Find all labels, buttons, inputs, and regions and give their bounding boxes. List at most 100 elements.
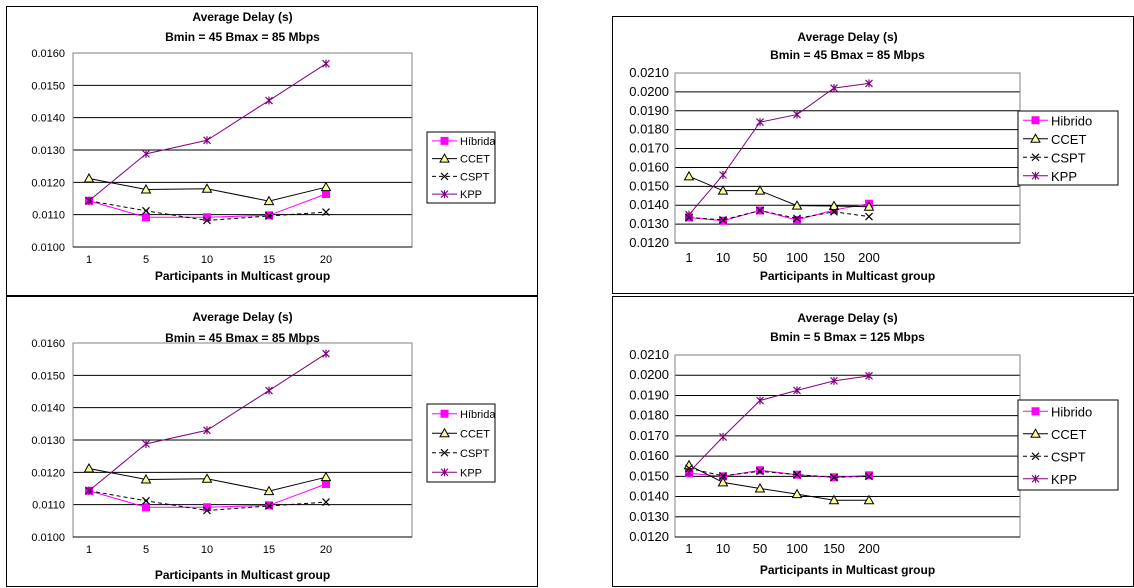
y-tick-label: 0.0110 — [32, 500, 65, 512]
triangle-marker — [263, 485, 275, 496]
series-ccet — [83, 172, 332, 206]
x-marker — [1031, 153, 1040, 162]
series-kpp — [685, 79, 873, 219]
y-tick-label: 0.0150 — [31, 80, 65, 92]
triangle-marker — [791, 200, 803, 210]
triangle-marker — [83, 462, 95, 473]
legend-label: Híbrida — [460, 409, 496, 421]
y-tick-label: 0.0180 — [629, 408, 669, 423]
x-axis-label: Participants in Multicast group — [155, 269, 330, 283]
legend-label: CCET — [1051, 132, 1086, 147]
triangle-marker — [717, 185, 729, 195]
series-kpp — [685, 371, 873, 477]
chart-title: Average Delay (s) — [192, 310, 292, 324]
asterisk-marker — [685, 468, 693, 477]
line-chart: Average Delay (s) Bmin = 45 Bmax = 85 Mbp… — [31, 10, 496, 283]
triangle-marker — [320, 181, 332, 192]
triangle-marker — [140, 473, 152, 484]
y-tick-label: 0.0120 — [629, 235, 669, 250]
y-tick-label: 0.0190 — [629, 103, 669, 118]
asterisk-marker — [756, 118, 764, 127]
legend-box — [426, 131, 496, 204]
y-tick-label: 0.0140 — [31, 403, 65, 415]
x-marker — [142, 206, 150, 215]
triangle-marker — [439, 427, 450, 438]
x-tick-label: 150 — [823, 541, 845, 556]
triangle-marker — [320, 471, 332, 482]
square-marker — [1031, 116, 1040, 125]
chart-subtitle: Bmin = 5 Bmax = 125 Mbps — [770, 330, 925, 344]
asterisk-marker — [865, 79, 873, 88]
x-tick-label: 100 — [786, 541, 808, 556]
line-chart: Average Delay (s) Bmin = 5 Bmax = 125 Mbp… — [629, 311, 1119, 577]
y-tick-label: 0.0120 — [31, 177, 65, 189]
x-marker — [322, 208, 330, 217]
y-tick-label: 0.0100 — [31, 532, 65, 544]
x-tick-label: 200 — [858, 250, 880, 265]
square-marker — [322, 189, 330, 198]
x-marker — [756, 206, 764, 215]
legend-label: KPP — [460, 189, 482, 201]
x-tick-label: 15 — [263, 254, 275, 266]
y-tick-label: 0.0210 — [629, 65, 669, 80]
x-marker — [719, 216, 727, 224]
series-cspt — [685, 464, 873, 482]
y-tick-label: 0.0190 — [629, 387, 669, 402]
x-marker — [203, 216, 211, 225]
chart-panel-top-right: Average Delay (s) Bmin = 45 Bmax = 85 Mbp… — [612, 16, 1134, 294]
x-marker — [142, 496, 150, 505]
triangle-marker — [140, 183, 152, 194]
asterisk-marker — [685, 210, 693, 219]
y-tick-label: 0.0120 — [629, 529, 669, 544]
asterisk-marker — [322, 349, 330, 358]
y-tick-label: 0.0130 — [629, 509, 669, 524]
asterisk-marker — [719, 432, 727, 441]
x-tick-label: 150 — [823, 250, 845, 265]
legend: Híbrida CCET CSPT KPP — [426, 403, 496, 483]
x-marker — [830, 473, 838, 482]
series-line — [688, 469, 870, 478]
y-tick-label: 0.0110 — [32, 210, 65, 222]
series-hibrido — [685, 199, 873, 225]
triangle-marker — [201, 183, 213, 193]
legend-label: CSPT — [460, 171, 490, 183]
y-tick-label: 0.0170 — [629, 141, 669, 156]
x-axis-label: Participants in Multicast group — [760, 563, 935, 577]
y-tick-label: 0.0150 — [629, 468, 669, 483]
legend-label: CCET — [1051, 427, 1086, 442]
series-ccet — [683, 459, 875, 505]
x-marker — [793, 470, 801, 479]
y-tick-label: 0.0120 — [31, 467, 65, 479]
triangle-marker — [683, 170, 695, 181]
legend-label: KPP — [460, 467, 482, 479]
asterisk-marker — [142, 439, 150, 448]
x-marker — [865, 472, 873, 481]
legend-label: CSPT — [1051, 150, 1086, 165]
legend-label: CCET — [460, 154, 490, 166]
series-kpp — [85, 349, 330, 495]
x-tick-label: 5 — [143, 254, 149, 266]
triangle-marker — [791, 488, 803, 499]
asterisk-marker — [203, 136, 211, 145]
x-axis-label: Participants in Multicast group — [760, 269, 935, 283]
x-marker — [203, 506, 211, 515]
x-tick-label: 1 — [86, 544, 92, 556]
asterisk-marker — [830, 376, 838, 385]
square-marker — [440, 136, 449, 145]
square-marker — [322, 479, 330, 488]
series-hibrido — [685, 466, 873, 482]
x-marker — [440, 172, 449, 181]
chart-subtitle: Bmin = 45 Bmax = 85 Mbps — [770, 48, 925, 62]
y-tick-label: 0.0100 — [31, 242, 65, 254]
asterisk-marker — [756, 396, 764, 405]
triangle-marker — [863, 201, 875, 211]
square-marker — [793, 215, 801, 224]
chart-subtitle: Bmin = 45 Bmax = 85 Mbps — [165, 30, 320, 44]
x-tick-label: 5 — [143, 544, 149, 556]
legend: Hibrido CCET CSPT KPP — [1017, 399, 1119, 491]
series-line — [88, 353, 327, 492]
y-tick-label: 0.0210 — [629, 347, 669, 362]
asterisk-marker — [203, 426, 211, 435]
asterisk-marker — [1031, 474, 1040, 483]
triangle-marker — [828, 494, 840, 505]
